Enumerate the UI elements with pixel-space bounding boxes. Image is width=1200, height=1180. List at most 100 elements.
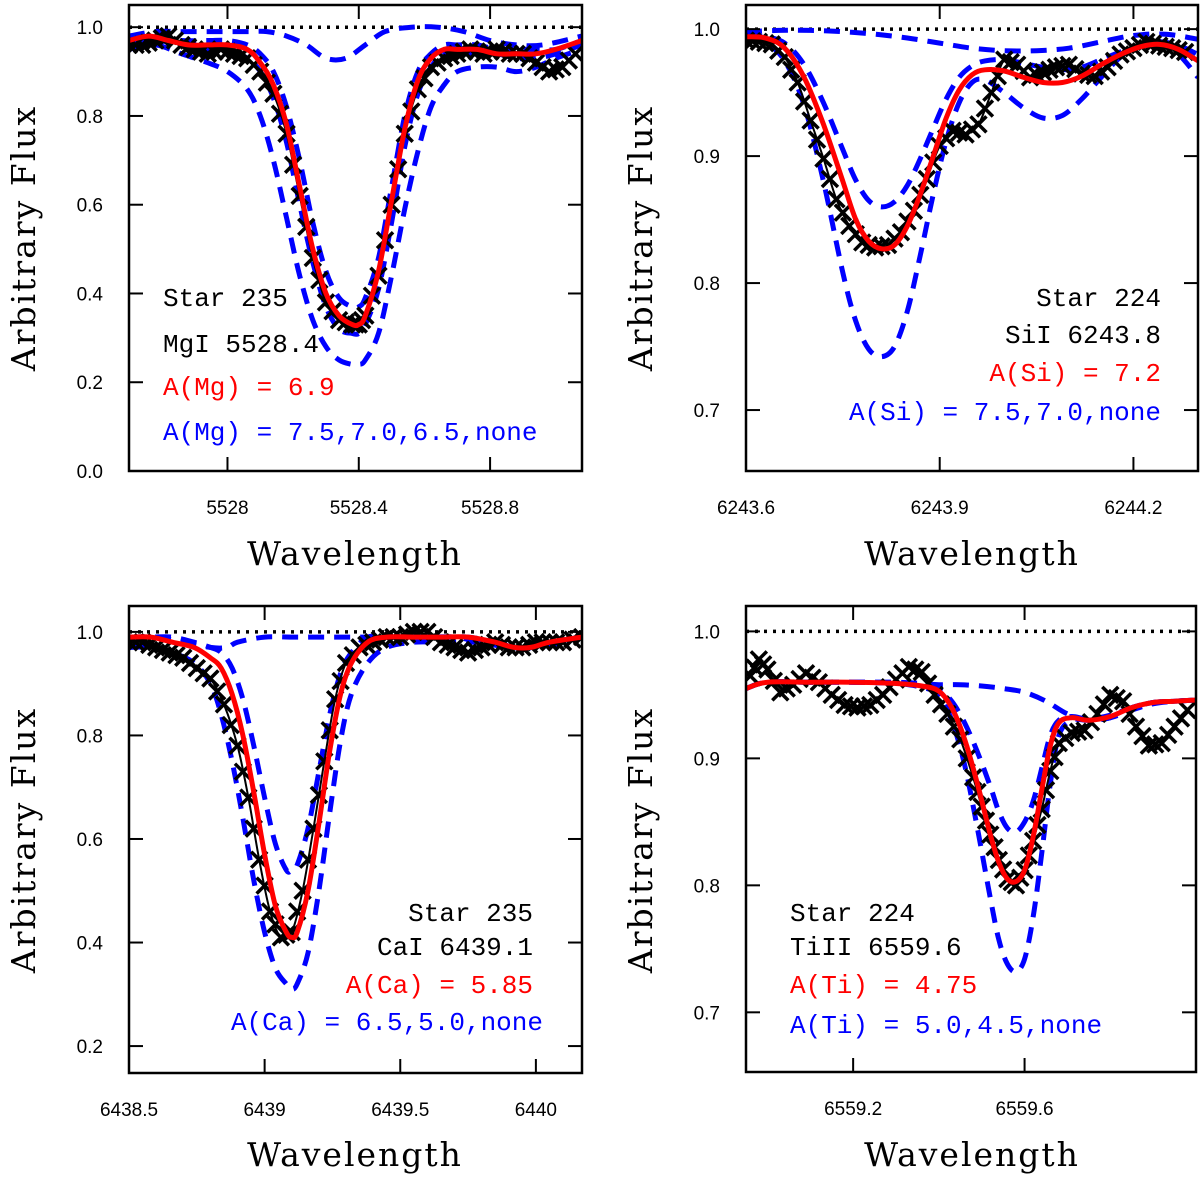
tick-marks [128, 606, 582, 1073]
x-axis-title: Wavelength [864, 534, 1080, 573]
x-tick-label: 6243.9 [911, 498, 969, 519]
best-fit-curve [746, 34, 1198, 252]
observed-point-marker [758, 660, 777, 679]
y-tick-label: 0.0 [77, 462, 103, 483]
observed-point-marker [820, 169, 840, 189]
axes-frame [744, 3, 1200, 473]
tick-marks [129, 5, 582, 472]
x-tick-label: 6438.5 [100, 1100, 158, 1121]
annotation-alternates: A(Ti) = 5.0,4.5,none [790, 1011, 1102, 1041]
tick-labels: 5528 5528.4 5528.8 0.0 0.2 0.4 0.6 0.8 1.0 [77, 18, 520, 519]
alternate-abundance-line [129, 24, 582, 63]
annotation-best-fit: A(Ti) = 4.75 [790, 971, 977, 1001]
annotation-block: Star 235 MgI 5528.4 A(Mg) = 6.9 A(Mg) = … [163, 284, 537, 448]
y-axis-title: Arbitrary Flux [4, 105, 43, 372]
observed-point-marker [1053, 56, 1072, 76]
observed-point-marker [207, 682, 227, 701]
observed-point-marker [982, 83, 1001, 102]
x-axis-title: Wavelength [247, 534, 463, 573]
observed-spectrum [746, 31, 1195, 257]
tick-labels: 6438.5 6439 6439.5 6440 0.2 0.4 0.6 0.8 1.0 [77, 623, 557, 1121]
observed-spectrum [129, 622, 582, 947]
observed-point-marker [794, 92, 814, 111]
plot-area [746, 27, 1198, 360]
plot-area [129, 622, 582, 992]
tick-labels: 6243.6 6243.9 6244.2 0.7 0.8 0.9 1.0 [694, 20, 1163, 519]
alternate-abundance-line [746, 33, 1198, 210]
tick-marks [745, 5, 1198, 471]
annotation-line-id: SiI 6243.8 [1005, 321, 1161, 351]
annotation-line-id: CaI 6439.1 [377, 933, 533, 963]
y-tick-label: 0.8 [77, 726, 103, 747]
observed-point-marker [833, 203, 853, 222]
best-fit-curve [746, 679, 1196, 885]
y-tick-label: 1.0 [694, 622, 720, 643]
annotation-block: Star 224 TiII 6559.6 A(Ti) = 4.75 A(Ti) … [790, 899, 1102, 1041]
observed-point-marker [827, 190, 846, 209]
plot-area [129, 24, 582, 368]
observed-point-marker [1068, 722, 1088, 741]
x-axis-title: Wavelength [247, 1135, 463, 1174]
y-tick-label: 1.0 [77, 623, 103, 644]
axes-frame [744, 604, 1198, 1074]
annotation-line-id: TiII 6559.6 [790, 933, 962, 963]
annotation-block: Star 235 CaI 6439.1 A(Ca) = 5.85 A(Ca) =… [231, 899, 543, 1038]
annotation-alternates: A(Mg) = 7.5,7.0,6.5,none [163, 418, 537, 448]
y-tick-label: 0.8 [694, 876, 720, 897]
y-tick-label: 0.6 [77, 196, 103, 217]
observed-point-marker [912, 662, 931, 682]
observed-connector-line [129, 34, 577, 327]
observed-point-marker [1094, 695, 1114, 714]
x-tick-label: 5528.4 [330, 498, 389, 519]
y-tick-label: 0.6 [77, 830, 103, 851]
y-tick-label: 0.4 [77, 934, 104, 955]
observed-point-marker [872, 237, 891, 256]
observed-point-marker [1146, 735, 1165, 754]
y-axis-title: Arbitrary Flux [621, 105, 660, 372]
annotation-best-fit: A(Si) = 7.2 [989, 359, 1161, 389]
y-tick-label: 0.9 [694, 749, 720, 770]
x-tick-label: 6440 [515, 1100, 557, 1121]
annotation-star: Star 235 [163, 284, 288, 314]
annotation-star: Star 224 [790, 899, 915, 929]
x-tick-label: 6439.5 [371, 1100, 429, 1121]
best-fit-line [129, 634, 582, 941]
panel-si: 6243.6 6243.9 6244.2 0.7 0.8 0.9 1.0 Wavelengt… [621, 3, 1200, 573]
x-tick-label: 6244.2 [1104, 498, 1162, 519]
y-axis-title: Arbitrary Flux [4, 707, 43, 974]
observed-point-marker [807, 130, 827, 149]
observed-point-marker [1178, 700, 1196, 720]
axes-frame [127, 3, 584, 473]
observed-point-marker [1126, 717, 1146, 736]
x-axis-title: Wavelength [864, 1135, 1080, 1174]
alternate-abundance-line [129, 634, 582, 651]
observed-point-marker [214, 695, 234, 714]
x-tick-label: 6559.2 [824, 1099, 882, 1120]
y-tick-label: 0.9 [694, 147, 720, 168]
alternate-abundance-line [129, 42, 582, 368]
annotation-line-id: MgI 5528.4 [163, 330, 319, 360]
x-tick-label: 6439 [243, 1100, 285, 1121]
x-tick-label: 5528 [206, 498, 248, 519]
y-tick-label: 0.7 [694, 1003, 720, 1024]
best-fit-line [129, 33, 582, 329]
observed-point-marker [969, 115, 988, 134]
y-tick-label: 1.0 [77, 18, 103, 39]
annotation-alternates: A(Ca) = 6.5,5.0,none [231, 1008, 543, 1038]
annotation-block: Star 224 SiI 6243.8 A(Si) = 7.2 A(Si) = … [849, 284, 1161, 428]
observed-point-marker [1133, 726, 1152, 746]
x-tick-label: 6559.6 [996, 1099, 1054, 1120]
observed-point-marker [975, 99, 995, 118]
best-fit-line [746, 679, 1196, 885]
x-tick-label: 6243.6 [717, 498, 775, 519]
observed-connector-line [129, 629, 582, 941]
y-tick-label: 0.8 [77, 107, 103, 128]
observed-point-marker [814, 149, 833, 168]
y-tick-label: 1.0 [694, 20, 720, 41]
plot-area [746, 629, 1196, 975]
y-tick-label: 0.8 [694, 274, 720, 295]
best-fit-curve [129, 33, 582, 329]
y-tick-label: 0.2 [77, 1037, 103, 1058]
alternate-abundance-line [129, 33, 582, 311]
